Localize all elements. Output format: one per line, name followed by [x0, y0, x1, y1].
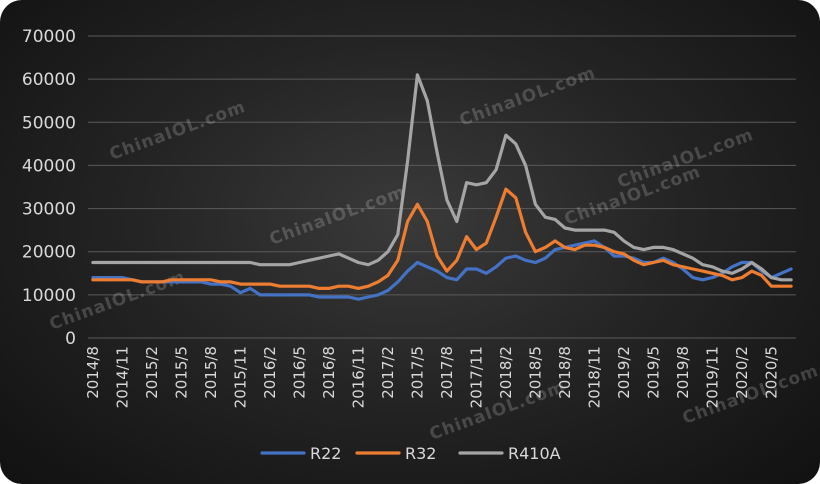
y-tick-label: 10000	[22, 286, 76, 306]
x-tick-label: 2020/2	[733, 346, 751, 399]
watermark-text: ChinaIOL.com	[457, 63, 599, 131]
y-tick-label: 20000	[22, 243, 76, 263]
y-tick-label: 70000	[22, 27, 76, 47]
x-tick-label: 2014/11	[113, 346, 131, 408]
x-tick-label: 2017/11	[467, 346, 485, 408]
x-tick-label: 2015/8	[202, 346, 220, 399]
series-line-r32	[91, 187, 793, 290]
x-tick-label: 2018/11	[585, 346, 603, 408]
x-tick-label: 2015/2	[143, 346, 161, 399]
x-tick-label: 2019/5	[644, 346, 662, 399]
y-tick-label: 40000	[22, 156, 76, 176]
x-tick-label: 2017/2	[379, 346, 397, 399]
y-axis-tick-labels: 0 10000 20000 30000 40000 50000 60000 70000	[22, 27, 76, 349]
x-tick-label: 2019/11	[703, 346, 721, 408]
x-tick-label: 2019/2	[615, 346, 633, 399]
x-axis-tick-labels: 2014/8 2014/11 2015/2 2015/5 2015/8 2015/11 20…	[84, 346, 781, 408]
watermark-text: ChinaIOL.com	[267, 182, 409, 250]
y-tick-label: 50000	[22, 113, 76, 133]
legend: R22 R32 R410A	[260, 444, 561, 463]
x-tick-label: 2017/8	[438, 346, 456, 399]
x-tick-label: 2014/8	[84, 346, 102, 399]
grid-lines	[88, 35, 796, 339]
x-tick-label: 2017/5	[408, 346, 426, 399]
y-tick-label: 0	[65, 329, 76, 349]
series-line-r410a	[91, 73, 793, 282]
x-tick-label: 2016/11	[349, 346, 367, 408]
x-tick-label: 2016/5	[290, 346, 308, 399]
legend-label-r22: R22	[310, 444, 341, 463]
x-tick-label: 2016/2	[261, 346, 279, 399]
series-lines	[91, 73, 793, 301]
legend-label-r32: R32	[405, 444, 436, 463]
x-tick-label: 2020/5	[762, 346, 780, 399]
x-tick-label: 2015/5	[172, 346, 190, 399]
y-tick-label: 60000	[22, 70, 76, 90]
legend-label-r410a: R410A	[508, 444, 561, 463]
y-tick-label: 30000	[22, 200, 76, 220]
x-tick-label: 2018/2	[497, 346, 515, 399]
watermark-text: ChinaIOL.com	[107, 97, 249, 165]
x-tick-label: 2018/5	[526, 346, 544, 399]
x-tick-label: 2015/11	[231, 346, 249, 408]
x-tick-label: 2018/8	[556, 346, 574, 399]
x-tick-label: 2016/8	[320, 346, 338, 399]
series-line-r22	[91, 239, 793, 301]
x-tick-label: 2019/8	[674, 346, 692, 399]
